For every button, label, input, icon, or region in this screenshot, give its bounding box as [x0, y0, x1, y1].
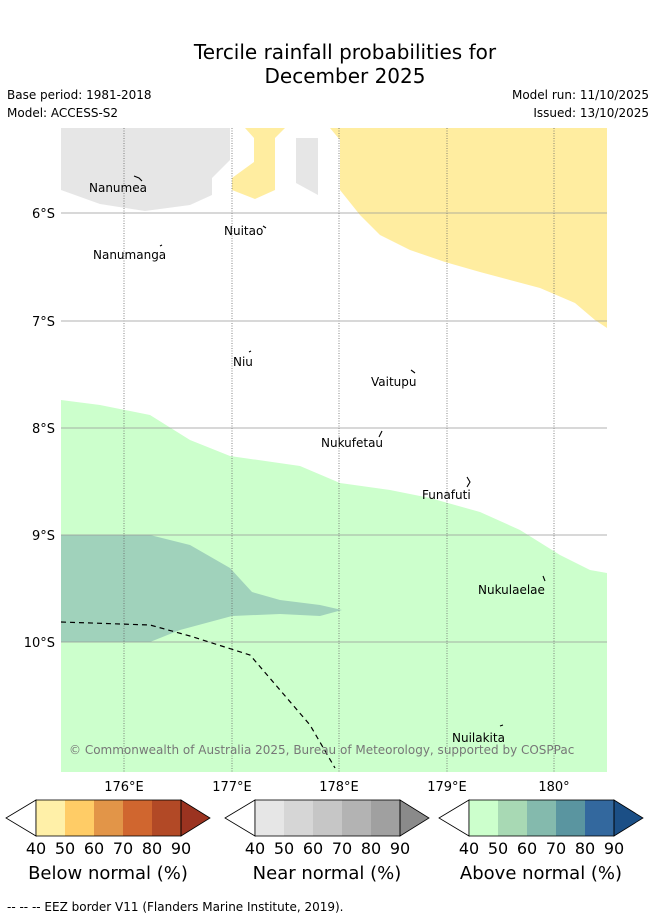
- model-run: Model run: 11/10/2025: [511, 88, 649, 102]
- colorbar-tick-label: 80: [142, 839, 162, 858]
- colorbar-title-near: Near normal (%): [252, 863, 402, 884]
- colorbar-swatch: [65, 800, 94, 836]
- colorbar-tick-label: 60: [84, 839, 104, 858]
- lon-tick-178e: 178°E: [319, 780, 359, 795]
- island-label-nuitao: Nuitao: [224, 224, 263, 238]
- colorbar-tick-label: 50: [488, 839, 508, 858]
- colorbar-swatch: [498, 800, 527, 836]
- colorbar-swatch: [342, 800, 371, 836]
- title-line-2: December 2025: [264, 64, 426, 88]
- lat-tick-7s: 7°S: [32, 315, 55, 330]
- island-label-vaitupu: Vaitupu: [371, 375, 417, 389]
- island-marks: [133, 175, 546, 727]
- eez-border: [60, 621, 336, 769]
- colorbar-extend-low: [224, 799, 256, 837]
- colorbar-swatch: [585, 800, 614, 836]
- colorbar-swatch: [527, 800, 556, 836]
- eez-footer-note: -- -- -- EEZ border V11 (Flanders Marine…: [7, 900, 344, 914]
- colorbar-tick-label: 40: [245, 839, 265, 858]
- lon-tick-180: 180°: [538, 780, 569, 795]
- colorbar-tick-label: 90: [604, 839, 624, 858]
- colorbar-title-above: Above normal (%): [459, 863, 623, 884]
- colorbar-outline: [35, 799, 182, 837]
- colorbar-tick-label: 50: [55, 839, 75, 858]
- lat-tick-9s: 9°S: [32, 529, 55, 544]
- colorbar-extend-high: [613, 799, 644, 837]
- island-label-nukufetau: Nukufetau: [321, 436, 383, 450]
- grid-lines: [61, 128, 607, 772]
- colorbar-tick-label: 70: [332, 839, 352, 858]
- colorbar-below-normal: 40 50 60 70 80 90: [5, 799, 211, 858]
- copyright-notice: © Commonwealth of Australia 2025, Bureau…: [69, 743, 574, 757]
- colorbar-extend-high: [180, 799, 211, 837]
- colorbar-tick-label: 60: [517, 839, 537, 858]
- colorbar-outline: [254, 799, 401, 837]
- colorbar-extend-low: [5, 799, 37, 837]
- issued-date: Issued: 13/10/2025: [533, 106, 649, 120]
- colorbar-title-below: Below normal (%): [28, 863, 188, 884]
- colorbar-tick-label: 70: [546, 839, 566, 858]
- colorbar-swatch: [469, 800, 498, 836]
- colorbar-extend-low: [438, 799, 470, 837]
- island-label-niu: Niu: [233, 355, 253, 369]
- near-normal-region-2: [296, 138, 318, 195]
- colorbar-tick-label: 90: [171, 839, 191, 858]
- above-normal-region: [61, 400, 607, 772]
- island-label-nanumea: Nanumea: [89, 181, 147, 195]
- title-line-1: Tercile rainfall probabilities for: [193, 40, 497, 64]
- colorbar-swatch: [313, 800, 342, 836]
- colorbar-swatch: [36, 800, 65, 836]
- lon-tick-179e: 179°E: [427, 780, 467, 795]
- near-normal-region: [61, 128, 230, 211]
- below-normal-region-2: [330, 128, 607, 328]
- lon-tick-177e: 177°E: [212, 780, 252, 795]
- colorbar-extend-high: [399, 799, 430, 837]
- lat-tick-10s: 10°S: [24, 636, 55, 651]
- map-title: Tercile rainfall probabilities for Decem…: [0, 40, 655, 88]
- colorbar-tick-label: 40: [26, 839, 46, 858]
- colorbar-tick-label: 60: [303, 839, 323, 858]
- lat-tick-6s: 6°S: [32, 207, 55, 222]
- island-label-nanumanga: Nanumanga: [93, 248, 166, 262]
- colorbar-tick-label: 90: [390, 839, 410, 858]
- colorbar-swatch: [94, 800, 123, 836]
- colorbar-tick-label: 40: [459, 839, 479, 858]
- above-normal-region-strong: [61, 535, 342, 642]
- lon-tick-176e: 176°E: [104, 780, 144, 795]
- colorbar-tick-label: 80: [361, 839, 381, 858]
- colorbar-swatch: [255, 800, 284, 836]
- colorbar-swatch: [556, 800, 585, 836]
- island-label-nukulaelae: Nukulaelae: [478, 583, 545, 597]
- colorbar-tick-label: 70: [113, 839, 133, 858]
- colorbar-outline: [468, 799, 615, 837]
- model-name: Model: ACCESS-S2: [7, 106, 119, 120]
- below-normal-region: [232, 128, 285, 199]
- colorbar-swatch: [152, 800, 181, 836]
- lat-tick-8s: 8°S: [32, 422, 55, 437]
- colorbar-near-normal: 40 50 60 70 80 90: [224, 799, 430, 858]
- colorbar-above-normal: 40 50 60 70 80 90: [438, 799, 644, 858]
- colorbar-swatch: [123, 800, 152, 836]
- base-period: Base period: 1981-2018: [7, 88, 152, 102]
- island-label-funafuti: Funafuti: [422, 488, 471, 502]
- colorbar-tick-label: 80: [575, 839, 595, 858]
- island-label-nuilakita: Nuilakita: [452, 731, 505, 745]
- colorbar-tick-label: 50: [274, 839, 294, 858]
- colorbar-swatch: [371, 800, 400, 836]
- colorbar-swatch: [284, 800, 313, 836]
